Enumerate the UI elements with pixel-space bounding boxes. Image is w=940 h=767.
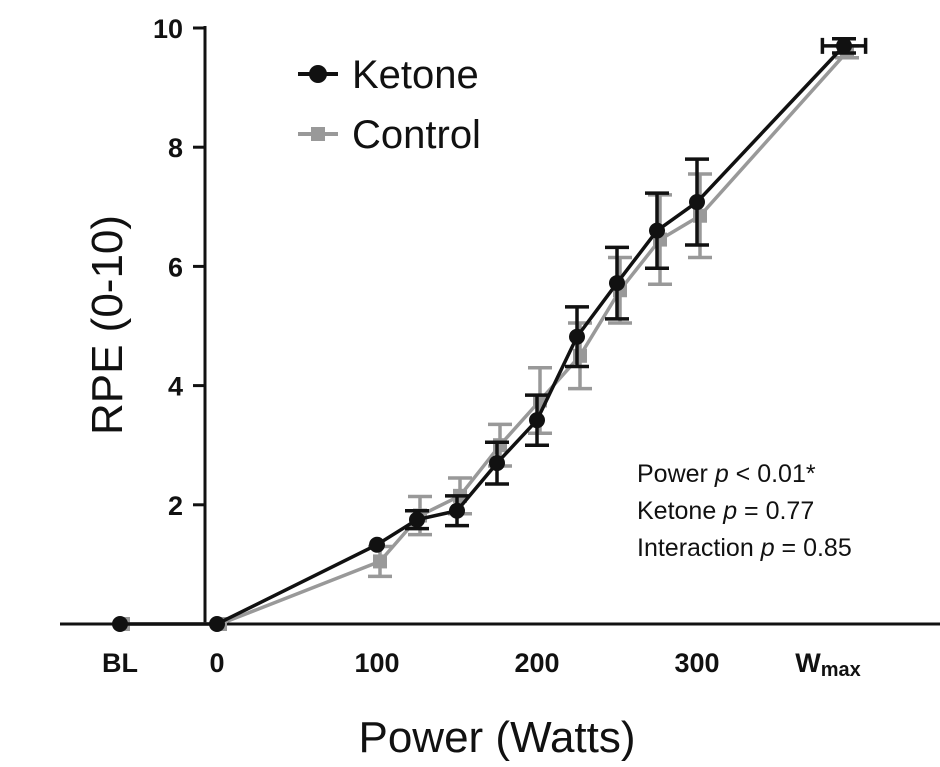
data-point-ketone: [609, 275, 625, 292]
data-point-ketone: [112, 616, 128, 632]
y-tick-label: 2: [168, 491, 183, 521]
y-tick-label: 8: [168, 133, 183, 163]
x-tick-label: 100: [354, 648, 399, 678]
legend-marker-square: [311, 127, 325, 141]
data-point-ketone: [689, 194, 705, 211]
stats-line: Interaction p = 0.85: [637, 534, 852, 562]
data-point-ketone: [209, 616, 225, 632]
stats-p-symbol: p: [722, 497, 737, 525]
data-point-control: [493, 438, 507, 453]
x-tick-label: BL: [102, 648, 138, 678]
stats-label: Power: [637, 460, 715, 488]
y-tick-label: 4: [168, 372, 183, 402]
y-axis-title: RPE (0-10): [83, 215, 132, 435]
data-point-ketone: [449, 502, 465, 519]
legend-label: Ketone: [352, 53, 479, 97]
stats-value: = 0.85: [775, 534, 852, 562]
data-point-control: [573, 348, 587, 363]
stats-line: Power p < 0.01*: [637, 460, 816, 488]
y-tick-label: 10: [153, 14, 183, 44]
x-tick-label: 200: [514, 648, 559, 678]
x-tick-label: Wmax: [795, 648, 861, 681]
data-point-ketone: [649, 222, 665, 239]
legend-entry-control: Control: [298, 113, 481, 157]
stats-p-symbol: p: [760, 534, 775, 562]
data-point-control: [373, 554, 387, 569]
legend-label: Control: [352, 113, 481, 157]
y-tick-label: 6: [168, 252, 183, 282]
data-point-ketone: [836, 37, 852, 54]
data-point-ketone: [489, 455, 505, 472]
series-layer: [112, 36, 868, 632]
axes: 2 4 6 8 10 BL 0 100 200 300 Wmax Power (Watts) RPE (…: [60, 14, 940, 762]
stats-value: = 0.77: [737, 497, 814, 525]
legend-marker-circle: [309, 65, 327, 83]
series-ketone: [112, 36, 868, 632]
stats-label: Interaction: [637, 534, 761, 562]
data-point-control: [693, 208, 707, 223]
x-tick-label: 300: [674, 648, 719, 678]
stats-annotation: Power p < 0.01*Ketone p = 0.77Interactio…: [637, 460, 852, 562]
data-point-ketone: [529, 412, 545, 429]
x-axis-title: Power (Watts): [358, 713, 635, 762]
stats-label: Ketone: [637, 497, 723, 525]
legend-entry-ketone: Ketone: [298, 53, 479, 97]
data-point-ketone: [409, 511, 425, 528]
x-tick-label: 0: [209, 648, 224, 678]
stats-p-symbol: p: [714, 460, 729, 488]
series-line-ketone: [120, 44, 846, 626]
stats-line: Ketone p = 0.77: [637, 497, 814, 525]
data-point-ketone: [369, 536, 385, 553]
data-point-ketone: [569, 328, 585, 345]
x-tick-label-subscript: max: [821, 659, 861, 681]
legend: Ketone Control: [298, 53, 481, 157]
stats-value: < 0.01*: [729, 460, 816, 488]
